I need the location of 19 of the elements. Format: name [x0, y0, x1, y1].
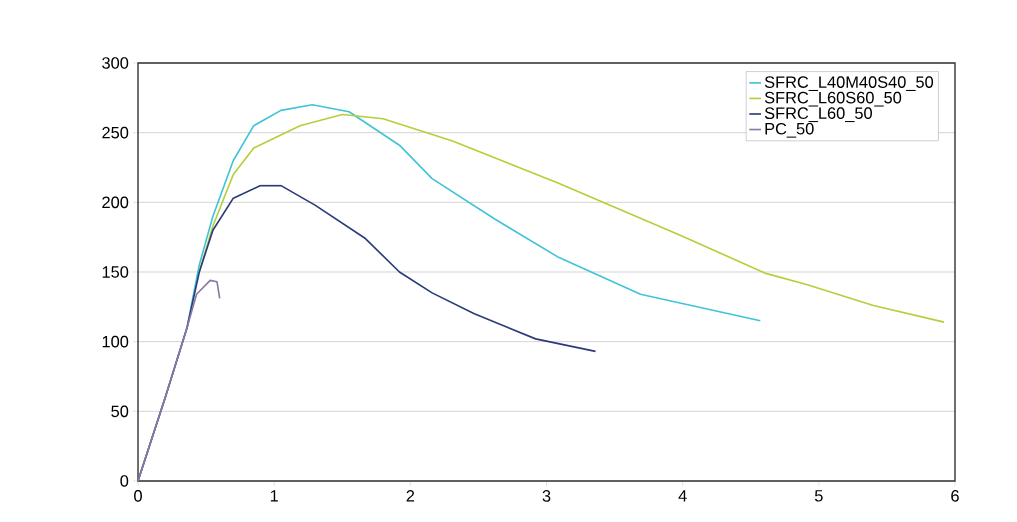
- y-tick-label: 200: [102, 196, 129, 209]
- y-tick-label: 150: [102, 266, 129, 278]
- y-tick-label: 50: [111, 405, 129, 418]
- y-tick-label: 100: [102, 335, 129, 348]
- x-tick-label: 2: [406, 490, 415, 502]
- y-tick-label: 250: [102, 126, 129, 139]
- legend-label: SFRC_L60S60_50: [764, 91, 902, 107]
- line-series: [138, 279, 221, 481]
- x-tick-label: 1: [270, 490, 278, 502]
- x-tick-label: 3: [542, 490, 551, 502]
- x-tick-label: 4: [678, 490, 687, 502]
- y-tick-label: 0: [120, 475, 129, 487]
- y-tick-label: 300: [102, 57, 129, 69]
- x-tick-label: 5: [814, 490, 823, 502]
- legend-label: SFRC_L60_50: [764, 107, 872, 123]
- legend-label: SFRC_L40M40S40_50: [764, 76, 934, 91]
- x-tick-label: 6: [951, 490, 959, 502]
- x-tick-label: 0: [134, 490, 142, 502]
- legend-label: PC_50: [765, 122, 814, 138]
